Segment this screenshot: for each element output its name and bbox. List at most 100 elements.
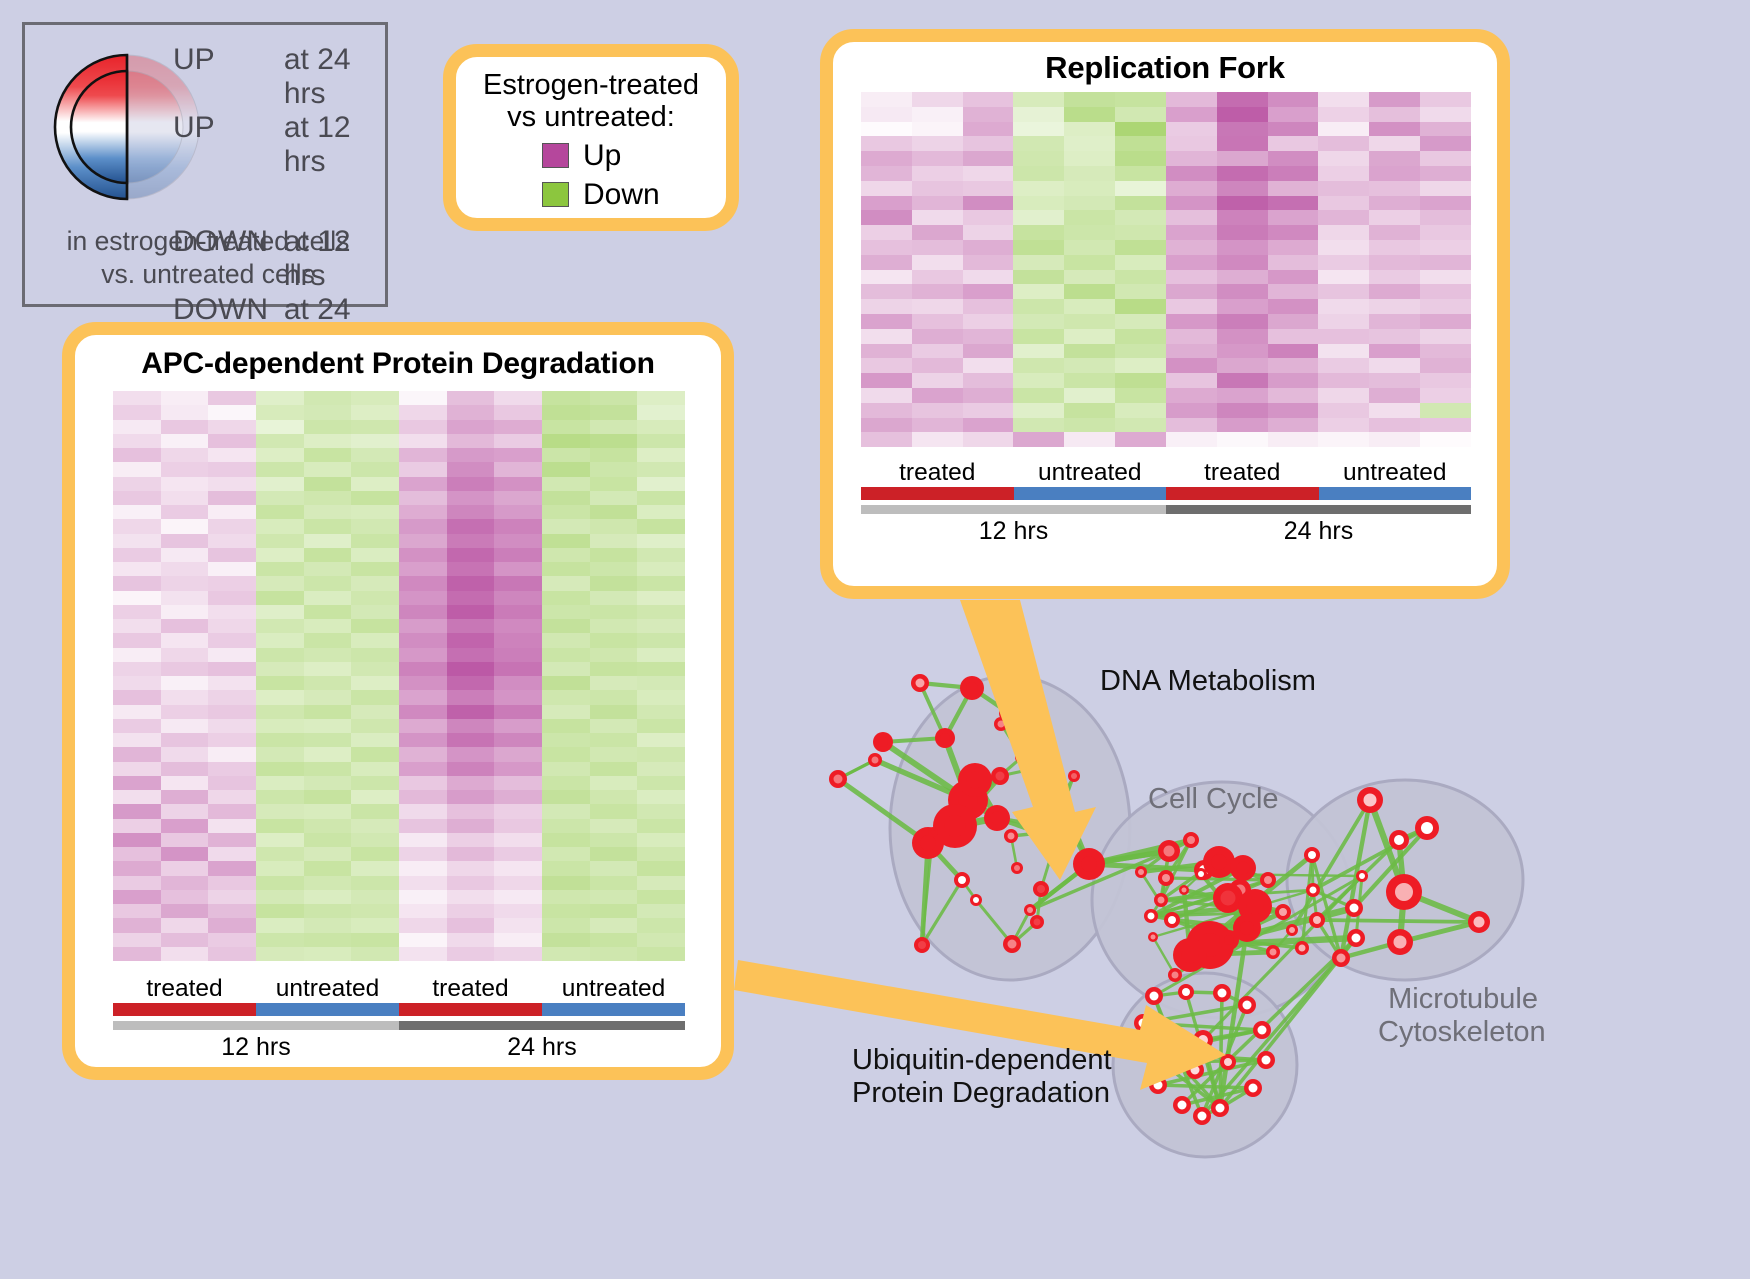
network-node bbox=[1030, 735, 1040, 745]
heatmap-cell bbox=[1115, 358, 1166, 374]
heatmap-cell bbox=[1115, 151, 1166, 166]
network-edge bbox=[952, 773, 1003, 829]
network-edge bbox=[1189, 937, 1230, 958]
node-core bbox=[1037, 885, 1045, 893]
heatmap-cell bbox=[446, 875, 495, 890]
heatmap-cell bbox=[1369, 92, 1421, 107]
network-edge bbox=[1188, 853, 1314, 957]
network-edge bbox=[1209, 904, 1355, 949]
heatmap-cell bbox=[351, 918, 400, 933]
node-ring bbox=[1164, 912, 1180, 928]
network-edge bbox=[1142, 1021, 1204, 1042]
network-edge bbox=[837, 758, 876, 781]
node-ring bbox=[1030, 823, 1050, 843]
heatmap-cell bbox=[542, 690, 590, 705]
network-edge bbox=[974, 899, 1014, 945]
heatmap-cell bbox=[911, 121, 963, 137]
network-edge bbox=[1181, 1086, 1254, 1107]
heatmap-cell bbox=[160, 676, 209, 691]
network-edge bbox=[1181, 889, 1193, 956]
heatmap-cell bbox=[911, 151, 963, 166]
network-node bbox=[1306, 883, 1320, 897]
network-edge bbox=[1174, 938, 1230, 977]
heatmap-cell bbox=[446, 448, 495, 463]
heatmap-cell bbox=[256, 505, 304, 520]
heatmap-cell bbox=[256, 462, 304, 477]
network-edge bbox=[1219, 1086, 1254, 1110]
heatmap-row bbox=[861, 239, 1471, 255]
network-node bbox=[1309, 912, 1325, 928]
heatmap-cell bbox=[1318, 299, 1370, 314]
heatmap-cell bbox=[351, 889, 400, 904]
heatmap-cell bbox=[208, 476, 257, 491]
time-bar-12hrs bbox=[113, 1021, 399, 1030]
heatmap-cell bbox=[589, 519, 638, 534]
network-node bbox=[1164, 912, 1180, 928]
heatmap-cell bbox=[1318, 313, 1370, 329]
node-ring bbox=[1356, 870, 1368, 882]
heatmap-cell bbox=[861, 165, 912, 181]
heatmap-row bbox=[113, 391, 686, 406]
legend-item-up: Up bbox=[542, 139, 726, 173]
heatmap-row bbox=[113, 733, 686, 748]
heatmap-cell bbox=[160, 661, 209, 676]
node-core bbox=[1395, 883, 1413, 901]
network-edge bbox=[1149, 899, 1163, 917]
network-edge bbox=[1207, 902, 1258, 949]
node-core bbox=[920, 835, 936, 851]
heatmap-cell bbox=[256, 576, 304, 591]
heatmap-cell bbox=[637, 875, 686, 890]
heatmap-cell bbox=[1267, 417, 1319, 433]
apc-degradation-heatmap bbox=[113, 391, 686, 961]
heatmap-cell bbox=[542, 576, 590, 591]
network-node bbox=[1194, 860, 1214, 880]
heatmap-cell bbox=[1318, 328, 1370, 344]
heatmap-cell bbox=[861, 121, 912, 137]
heatmap-cell bbox=[589, 804, 638, 819]
heatmap-cell bbox=[446, 576, 495, 591]
heatmap-cell bbox=[861, 269, 912, 285]
node-ring bbox=[1145, 987, 1163, 1005]
heatmap-cell bbox=[1267, 165, 1319, 181]
heatmap-cell bbox=[637, 519, 686, 534]
heatmap-cell bbox=[1064, 239, 1116, 255]
heatmap-cell bbox=[1064, 417, 1116, 433]
heatmap-cell bbox=[861, 373, 912, 388]
heatmap-cell bbox=[1420, 106, 1471, 122]
network-node bbox=[1031, 762, 1043, 774]
heatmap-cell bbox=[1064, 373, 1116, 388]
network-node bbox=[1266, 945, 1280, 959]
heatmap-cell bbox=[589, 733, 638, 748]
heatmap-cell bbox=[160, 433, 209, 448]
network-edge bbox=[932, 823, 956, 835]
node-core bbox=[915, 678, 925, 688]
heatmap-cell bbox=[1013, 121, 1065, 137]
network-node bbox=[1168, 968, 1182, 982]
heatmap-cell bbox=[351, 633, 400, 648]
heatmap-cell bbox=[113, 576, 161, 591]
heatmap-cell bbox=[494, 889, 543, 904]
heatmap-cell bbox=[1267, 373, 1319, 388]
heatmap-cell bbox=[1115, 417, 1166, 433]
node-ring bbox=[1230, 855, 1256, 881]
label-line-2: Protein Degradation bbox=[852, 1077, 1110, 1110]
heatmap-cell bbox=[494, 576, 543, 591]
heatmap-cell bbox=[494, 733, 543, 748]
heatmap-cell bbox=[1216, 328, 1268, 344]
heatmap-cell bbox=[113, 490, 161, 505]
heatmap-cell bbox=[1115, 121, 1166, 137]
heatmap-cell bbox=[351, 433, 400, 448]
heatmap-cell bbox=[256, 562, 304, 577]
network-edge bbox=[1007, 711, 1037, 742]
heatmap-cell bbox=[303, 604, 352, 619]
heatmap-cell bbox=[1165, 121, 1217, 137]
heatmap-cell bbox=[542, 918, 590, 933]
heatmap-cell bbox=[160, 804, 209, 819]
node-ring bbox=[1295, 941, 1309, 955]
heatmap-cell bbox=[494, 533, 543, 548]
heatmap-cell bbox=[1013, 106, 1065, 122]
network-node bbox=[1134, 1014, 1152, 1032]
cluster-label-dna-metabolism: DNA Metabolism bbox=[1100, 665, 1316, 697]
heatmap-cell bbox=[1420, 121, 1471, 137]
heatmap-cell bbox=[113, 889, 161, 904]
